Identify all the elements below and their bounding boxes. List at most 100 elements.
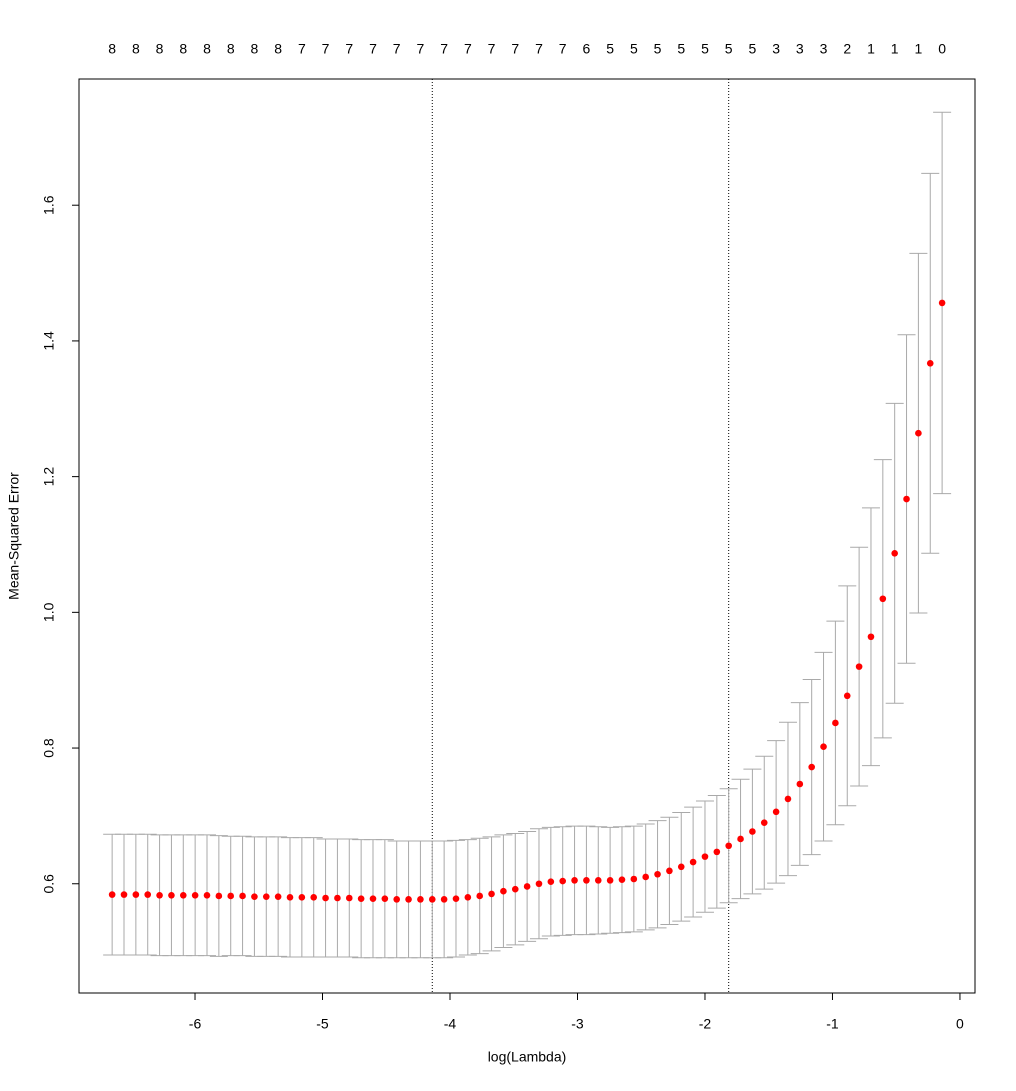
point bbox=[713, 848, 721, 856]
y-tick-label: 0.8 bbox=[41, 738, 57, 758]
point bbox=[286, 894, 294, 901]
top-tick-label: 8 bbox=[274, 41, 282, 57]
point bbox=[677, 863, 685, 871]
point bbox=[666, 867, 673, 875]
point bbox=[535, 880, 543, 888]
top-tick-label: 1 bbox=[867, 41, 875, 57]
point bbox=[215, 892, 223, 900]
top-tick-label: 6 bbox=[583, 41, 591, 57]
top-tick-label: 7 bbox=[559, 41, 567, 57]
point bbox=[571, 877, 578, 884]
x-tick-label: -3 bbox=[571, 1016, 584, 1032]
top-tick-label: 7 bbox=[488, 41, 496, 57]
point bbox=[428, 896, 436, 903]
point bbox=[405, 896, 412, 903]
point bbox=[191, 891, 199, 899]
top-tick-label: 7 bbox=[298, 41, 306, 57]
x-axis-label: log(Lambda) bbox=[488, 1049, 567, 1065]
top-tick-label: 5 bbox=[606, 41, 614, 57]
point bbox=[227, 892, 235, 900]
top-tick-label: 8 bbox=[203, 41, 211, 57]
point bbox=[120, 891, 128, 898]
point bbox=[440, 896, 448, 903]
y-tick-label: 1.0 bbox=[41, 602, 57, 622]
top-tick-label: 7 bbox=[440, 41, 448, 57]
point bbox=[606, 877, 614, 884]
point bbox=[476, 892, 484, 900]
point bbox=[891, 550, 898, 557]
y-tick-label: 1.2 bbox=[41, 467, 57, 487]
point bbox=[500, 887, 507, 895]
point bbox=[144, 891, 152, 898]
top-tick-label: 3 bbox=[820, 41, 828, 57]
top-tick-label: 2 bbox=[843, 41, 851, 57]
point bbox=[393, 896, 401, 903]
point bbox=[547, 878, 555, 886]
point bbox=[417, 896, 424, 903]
x-tick-label: 0 bbox=[956, 1016, 964, 1032]
point bbox=[310, 894, 318, 901]
top-tick-label: 3 bbox=[772, 41, 780, 57]
top-tick-label: 5 bbox=[654, 41, 662, 57]
top-tick-label: 0 bbox=[938, 41, 946, 57]
point bbox=[832, 719, 839, 727]
top-tick-label: 7 bbox=[464, 41, 472, 57]
top-tick-label: 1 bbox=[891, 41, 899, 57]
point bbox=[855, 663, 863, 670]
point bbox=[345, 894, 353, 902]
point bbox=[262, 893, 270, 900]
top-tick-label: 7 bbox=[345, 41, 353, 57]
point bbox=[203, 891, 211, 899]
point bbox=[630, 875, 638, 883]
x-tick-label: -5 bbox=[316, 1016, 329, 1032]
top-tick-label: 5 bbox=[725, 41, 733, 57]
point bbox=[725, 842, 732, 850]
point bbox=[749, 828, 756, 835]
point bbox=[298, 894, 306, 901]
top-tick-label: 8 bbox=[132, 41, 140, 57]
point bbox=[820, 743, 827, 750]
point bbox=[594, 877, 602, 884]
top-tick-label: 1 bbox=[914, 41, 922, 57]
x-tick-label: -2 bbox=[699, 1016, 712, 1032]
y-axis-label: Mean-Squared Error bbox=[6, 472, 22, 600]
point bbox=[915, 429, 922, 437]
top-tick-label: 5 bbox=[630, 41, 638, 57]
top-tick-label: 7 bbox=[322, 41, 330, 57]
point bbox=[523, 883, 531, 890]
top-tick-label: 7 bbox=[417, 41, 425, 57]
x-tick-label: -4 bbox=[444, 1016, 457, 1032]
top-tick-label: 7 bbox=[393, 41, 401, 57]
point bbox=[926, 360, 934, 367]
point bbox=[867, 633, 875, 641]
point bbox=[760, 819, 768, 826]
point bbox=[583, 877, 590, 884]
point bbox=[903, 495, 910, 503]
point bbox=[618, 876, 626, 883]
point bbox=[488, 890, 495, 898]
plot-frame bbox=[78, 78, 976, 994]
point bbox=[357, 895, 365, 902]
top-tick-label: 5 bbox=[749, 41, 757, 57]
point bbox=[464, 894, 472, 901]
point bbox=[559, 877, 566, 885]
point bbox=[322, 894, 329, 902]
point bbox=[701, 853, 709, 860]
point bbox=[784, 795, 792, 803]
point bbox=[132, 891, 140, 898]
point bbox=[168, 891, 175, 899]
top-tick-label: 8 bbox=[179, 41, 187, 57]
y-tick-label: 1.6 bbox=[41, 195, 57, 215]
top-tick-label: 8 bbox=[227, 41, 235, 57]
point bbox=[796, 780, 804, 788]
point bbox=[239, 892, 246, 900]
point bbox=[251, 893, 258, 900]
y-tick-label: 1.4 bbox=[41, 331, 57, 351]
point bbox=[369, 895, 377, 902]
top-tick-label: 8 bbox=[251, 41, 259, 57]
x-tick-label: -6 bbox=[189, 1016, 202, 1032]
point bbox=[274, 893, 282, 900]
top-tick-label: 7 bbox=[369, 41, 377, 57]
